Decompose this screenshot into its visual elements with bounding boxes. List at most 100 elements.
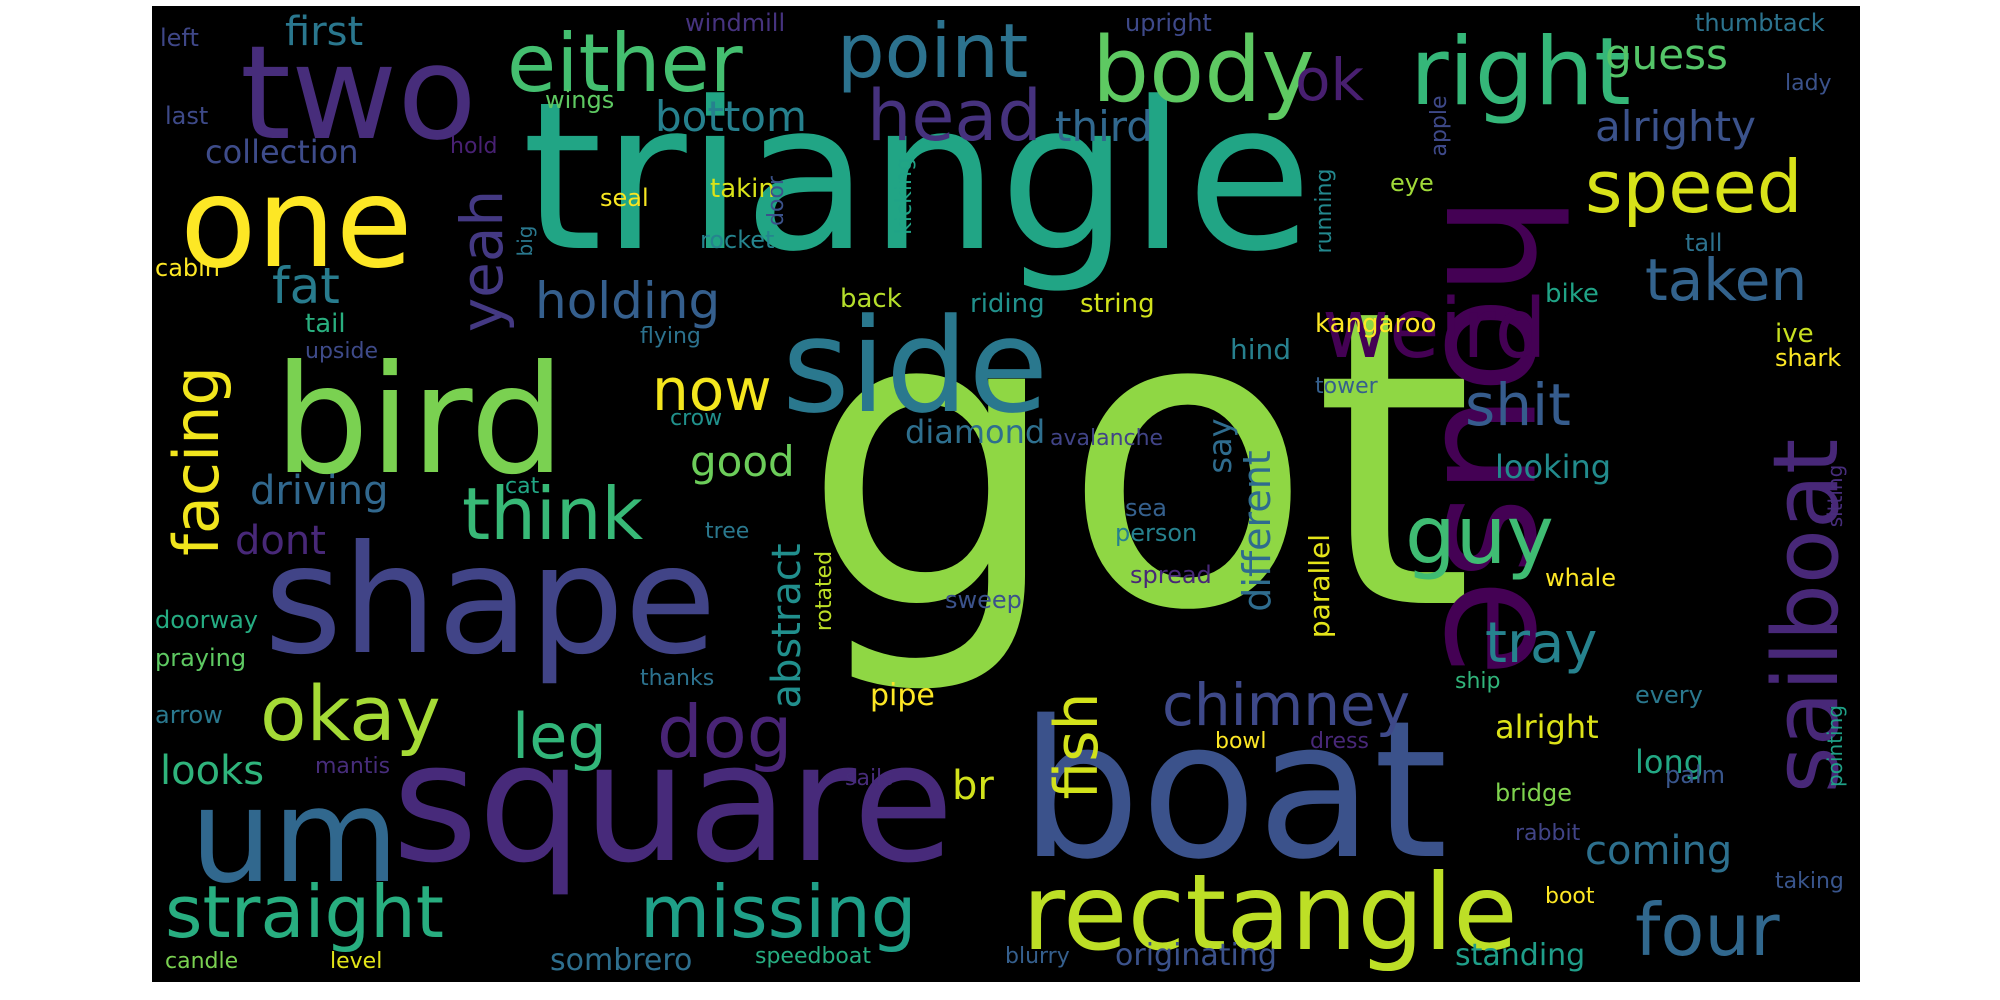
word: either: [507, 17, 743, 110]
word: four: [1635, 888, 1780, 972]
word: sails: [845, 766, 894, 791]
word: shit: [1465, 371, 1571, 439]
word: looks: [160, 748, 265, 794]
word: avalanche: [1050, 426, 1164, 451]
word: rotated: [812, 550, 837, 632]
word: alright: [1495, 708, 1599, 746]
word: br: [952, 763, 994, 809]
word: think: [462, 472, 644, 556]
word: praying: [155, 644, 247, 672]
word: tree: [705, 519, 750, 544]
word: blurry: [1005, 944, 1070, 969]
word: sombrero: [550, 943, 693, 978]
word: collection: [205, 133, 359, 171]
word: good: [690, 437, 795, 486]
word: driving: [250, 468, 389, 514]
word: first: [285, 9, 364, 55]
word: dog: [657, 690, 793, 774]
word: kicking: [892, 157, 917, 235]
word: say: [1201, 418, 1239, 474]
word-cloud: got triangle house boat square shape sid…: [152, 6, 1860, 982]
word: bowl: [1215, 729, 1267, 754]
word: holding: [535, 272, 721, 330]
word: looking: [1495, 448, 1612, 486]
word: originating: [1115, 938, 1277, 973]
word: dont: [235, 518, 326, 564]
word: thumbtack: [1695, 9, 1825, 37]
word: straight: [165, 870, 445, 954]
word: seal: [600, 184, 649, 212]
word: cabin: [155, 254, 221, 282]
word: chimney: [1162, 671, 1411, 739]
word: fish: [1042, 692, 1112, 800]
word: shark: [1775, 344, 1842, 372]
word: door: [764, 176, 789, 226]
word: one: [180, 151, 413, 296]
word: every: [1635, 681, 1703, 709]
word: upside: [305, 339, 378, 364]
word: fat: [272, 257, 340, 315]
word: long: [1635, 743, 1705, 781]
word: pipe: [870, 678, 935, 713]
word: bike: [1545, 279, 1599, 309]
word: boat: [1020, 680, 1448, 901]
word: lady: [1785, 71, 1832, 96]
word: leg: [512, 700, 607, 773]
word: speedboat: [755, 944, 871, 969]
word: okay: [260, 669, 441, 758]
word: arrow: [155, 701, 223, 729]
word: left: [160, 24, 199, 52]
word: flying: [640, 324, 701, 349]
word: ive: [1775, 319, 1814, 349]
word: parallel: [1303, 533, 1336, 639]
word: head: [867, 75, 1042, 157]
word: guy: [1405, 489, 1554, 582]
word: weird: [1322, 282, 1547, 377]
word: coming: [1585, 828, 1733, 874]
word: point: [837, 7, 1029, 95]
word: dress: [1310, 729, 1369, 754]
word: string: [1080, 289, 1155, 319]
word: tower: [1315, 374, 1378, 399]
word: big: [513, 225, 537, 257]
word: bottom: [655, 92, 807, 141]
word: diamond: [905, 413, 1046, 451]
word: ok: [1295, 46, 1365, 114]
word: tail: [305, 309, 346, 339]
word: whale: [1545, 564, 1616, 592]
word: hold: [450, 134, 498, 159]
word: boot: [1545, 884, 1595, 909]
word: ship: [1455, 669, 1501, 694]
word: abstract: [764, 543, 810, 709]
word: thanks: [640, 666, 715, 691]
word: third: [1055, 102, 1153, 151]
word: back: [840, 284, 902, 314]
word: bridge: [1495, 779, 1573, 807]
word: facing: [160, 366, 233, 556]
word: speed: [1585, 145, 1803, 229]
word: square: [392, 707, 955, 899]
word: running: [1312, 168, 1337, 254]
word: tray: [1485, 611, 1598, 676]
word: pointing: [1823, 705, 1847, 787]
word: tall: [1685, 229, 1723, 257]
word: upright: [1125, 9, 1212, 37]
word: doorway: [155, 606, 259, 634]
word: different: [1235, 450, 1279, 612]
word: cat: [505, 474, 540, 499]
word: um: [190, 760, 400, 912]
word: spread: [1130, 561, 1212, 589]
word: rocket: [700, 226, 775, 254]
word: mantis: [315, 754, 391, 779]
word: sea: [1125, 494, 1167, 522]
word: wings: [545, 86, 615, 114]
word: candle: [165, 949, 239, 974]
word: sweep: [945, 586, 1022, 614]
word: side: [782, 290, 1049, 442]
word: apple: [1427, 95, 1452, 157]
word: hind: [1230, 333, 1292, 366]
word: got: [802, 222, 1474, 700]
word: missing: [640, 870, 917, 954]
word: windmill: [685, 9, 786, 37]
word: last: [165, 102, 209, 130]
